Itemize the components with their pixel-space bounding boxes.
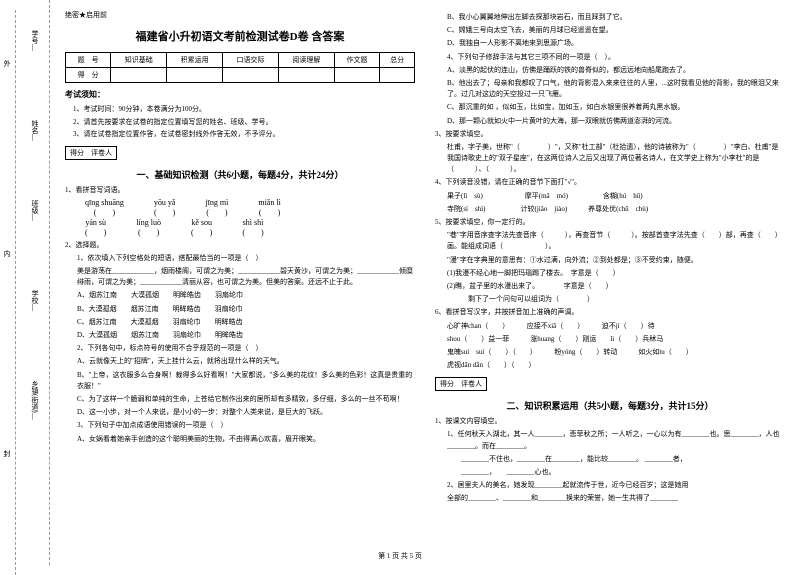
py: líng luò xyxy=(136,218,161,227)
q6-row: 心旷神chan（ ） 应接不xiā（ ） 迫不jí（ ）待 xyxy=(447,321,785,332)
q4: 4、下列读音没错，请在正确的音节下面打"√"。 xyxy=(435,177,785,188)
notice-head: 考试须知： xyxy=(65,89,415,100)
opt: C、那沉重的如 ，似如玉，比如宝，加如玉，如白水银里很养着两丸黑水银。 xyxy=(447,102,785,113)
br: ( ) xyxy=(136,227,161,238)
s2-q1-text: ________不住也，________在________，能比较_______… xyxy=(447,454,785,465)
q5: 5、按要求填空，你一定行的。 xyxy=(435,217,785,228)
section2-title: 二、知识积累运用（共5小题，每题3分，共计15分） xyxy=(435,399,785,412)
py: yōu yǎ xyxy=(154,198,176,207)
py: qīng shuāng xyxy=(85,198,124,207)
page-footer: 第 1 页 共 5 页 xyxy=(0,551,800,561)
q3: 3、按要求填空。 xyxy=(435,129,785,140)
section1-title: 一、基础知识检测（共6小题，每题4分，共计24分） xyxy=(65,168,415,181)
q5-text: (1)我漫不经心地一脚把玛瑙踢了楼去。 字意是（ ） xyxy=(447,268,785,279)
q3-text: 杜甫，字子美，世称"（ ）"，又称"杜工部"（杜拾遗），他的诗被称为"（ ）"李… xyxy=(447,142,785,176)
opt: D、我独自一人形影不离地来到思源广场。 xyxy=(447,38,785,49)
opt: A、云就像天上的"招牌"，天上挂什么云，就将出现什么样的天气。 xyxy=(77,356,415,367)
q1: 1、看拼音写词语。 xyxy=(65,185,415,196)
q6-row: 虎视dān dān（ ）（ ） xyxy=(447,360,785,371)
br: ( ) xyxy=(258,207,280,218)
s2-q1: 1、按课文内容填空。 xyxy=(435,416,785,427)
th: 积累运用 xyxy=(167,53,223,68)
notice: 3、请在试卷指定位置作答，在试卷密封线外作答无效，不予评分。 xyxy=(73,129,415,140)
opt: A、女娲看着她亲手创造的这个聪明美丽的生物，不由得满心欢喜，眉开眼笑。 xyxy=(77,434,415,445)
th: 总分 xyxy=(380,53,415,68)
binding-field-town: 乡镇(街道)__ xyxy=(30,380,40,420)
th: 题 号 xyxy=(66,53,111,68)
q2-1: 1、依次填入下列空格处的短语，搭配最恰当的一项是（ ） xyxy=(77,253,415,264)
right-column: B、我小心翼翼地伸出左脚去探那块岩石，而且踩到了它。 C、嫦娥三号向太空飞去，美… xyxy=(435,10,785,555)
q2-2: 2、下列各句中，标点符号的使用不合乎规范的一项是（ ） xyxy=(77,343,415,354)
q6-row: 鬼魄suí suí（ ）（ ） 粉yóng（ ）转动 如火如tu（ ） xyxy=(447,347,785,358)
th: 口语交际 xyxy=(223,53,279,68)
q6: 6、看拼音写汉字，并按拼音加上准确的声调。 xyxy=(435,307,785,318)
br: ( ) xyxy=(205,207,228,218)
py: miǎn lì xyxy=(258,198,280,207)
opt: B、我小心翼翼地伸出左脚去探那块岩石，而且踩到了它。 xyxy=(447,12,785,23)
th: 阅读理解 xyxy=(278,53,334,68)
q4-item: 寺院(sì shì) 计较(jiǎo jiào) 养尊处优(chǔ chù) xyxy=(447,204,785,215)
py: shì shì xyxy=(242,218,263,227)
br: ( ) xyxy=(191,227,212,238)
score-table: 题 号 知识基础 积累运用 口语交际 阅读理解 作文题 总分 得 分 xyxy=(65,52,415,83)
secret-label: 绝密★启用前 xyxy=(65,10,415,20)
s2-q1-text: 2、居里夫人的美名，她发现________起就流传于世，近今已经百岁；这是她用 xyxy=(447,480,785,491)
opt: C、为了这样一个脆弱和单纯的生命，上苍给它制作出来的居所却有多精致，多仔细，多么… xyxy=(77,394,415,405)
inner-label: 封 xyxy=(2,450,12,457)
py: yán sù xyxy=(85,218,106,227)
score-box: 得分 评卷人 xyxy=(65,146,117,160)
q5-text: "漫"字在字典里的意思有：①水过满，向外流；②到处都是；③不受约束，随便。 xyxy=(447,255,785,266)
br: ( ) xyxy=(242,227,263,238)
opt: A、烟苏江南 大漠孤烟 明眸皓齿 羽扇纶巾 xyxy=(77,290,415,301)
s2-q1-text: ________， ________心也。 xyxy=(447,467,785,478)
binding-field-class: 班级__ xyxy=(30,200,40,221)
py: kě sou xyxy=(191,218,212,227)
q2-1-text: 美是游荡在____________，烟雨楼阁，可谓之为美；___________… xyxy=(77,266,415,288)
py: jīng mì xyxy=(205,198,228,207)
opt: D、那一颗心就如火中一片黄叶的大海，那一双眼就仿佛两道澎湃的河流。 xyxy=(447,116,785,127)
binding-field-school: 学校__ xyxy=(30,290,40,311)
opt: A、淡黑的起伏的连山，仿佛是踊跃的铁的兽脊似的，都远远地向船尾跑去了。 xyxy=(447,65,785,76)
notice: 1、考试时间：90分钟，本卷满分为100分。 xyxy=(73,104,415,115)
br: ( ) xyxy=(85,207,124,218)
left-column: 绝密★启用前 福建省小升初语文考前检测试卷D卷 含答案 题 号 知识基础 积累运… xyxy=(65,10,415,555)
opt: C、嫦娥三号向太空飞去，美丽的月球已经遥遥在望。 xyxy=(447,25,785,36)
q2: 2、选择题。 xyxy=(65,240,415,251)
td: 得 分 xyxy=(66,68,111,83)
opt: B、大漠孤烟 烟苏江南 明眸皓齿 羽扇纶巾 xyxy=(77,304,415,315)
score-box: 得分 评卷人 xyxy=(435,377,487,391)
inner-label: 外 xyxy=(2,60,12,67)
opt: D、这一小步，对一个人来说，是小小的一步：对整个人类来说，是巨大的飞跃。 xyxy=(77,407,415,418)
opt: B、"上帝，这衣服多么合身啊！裁得多么好看啊！"大家都说，"多么美的花纹！多么美… xyxy=(77,370,415,392)
q5-text: "巷"字用音序查字法先查音序（ ），再查音节（ ）。按部首查字法先查（ ）部，再… xyxy=(447,230,785,252)
q5-text: (2)瞧，盆子里的水漫出来了。 字意是（ ） xyxy=(447,281,785,292)
th: 作文题 xyxy=(334,53,379,68)
binding-field-name: 姓名__ xyxy=(30,120,40,141)
q2-3: 3、下列句子中加点成语使用错误的一项是（ ） xyxy=(77,420,415,431)
th: 知识基础 xyxy=(111,53,167,68)
s2-q1-text: 全部的________、________和________换来的荣誉，她一生共得… xyxy=(447,493,785,504)
s2-q1-text: 1、任何秋天入湖北，其一人________，悲菲秋之所；一人听之，一心以为有__… xyxy=(447,429,785,451)
q5-text: 剩下了一个问句可以组词为（ ） xyxy=(447,294,785,305)
exam-title: 福建省小升初语文考前检测试卷D卷 含答案 xyxy=(65,28,415,44)
notice: 2、请首先按要求在试卷的指定位置填写您的姓名、班级、学号。 xyxy=(73,117,415,128)
q4-item: 果子(lì sù) 摩平(mā mó) 含糊(hú hū) xyxy=(447,191,785,202)
q6-row: shou（ ）益一菲 涨huang（ ）刚运 li（ ）兵秫马 xyxy=(447,334,785,345)
binding-field-id: 学号__ xyxy=(30,30,40,51)
opt: D、大漠孤烟 烟苏江南 羽扇纶巾 明眸皓齿 xyxy=(77,330,415,341)
opt: B、他出去了；母亲和我都叹了口气，他的背影混入来来往往的人里，...这时我看见他… xyxy=(447,78,785,100)
opt: C、烟苏江南 大漠孤烟 羽扇纶巾 明眸皓齿 xyxy=(77,317,415,328)
br: ( ) xyxy=(85,227,106,238)
br: ( ) xyxy=(154,207,176,218)
inner-label: 内 xyxy=(2,250,12,257)
q2-4: 4、下列句子修辞手法与其它三项不同的一项是（ ）。 xyxy=(447,52,785,63)
